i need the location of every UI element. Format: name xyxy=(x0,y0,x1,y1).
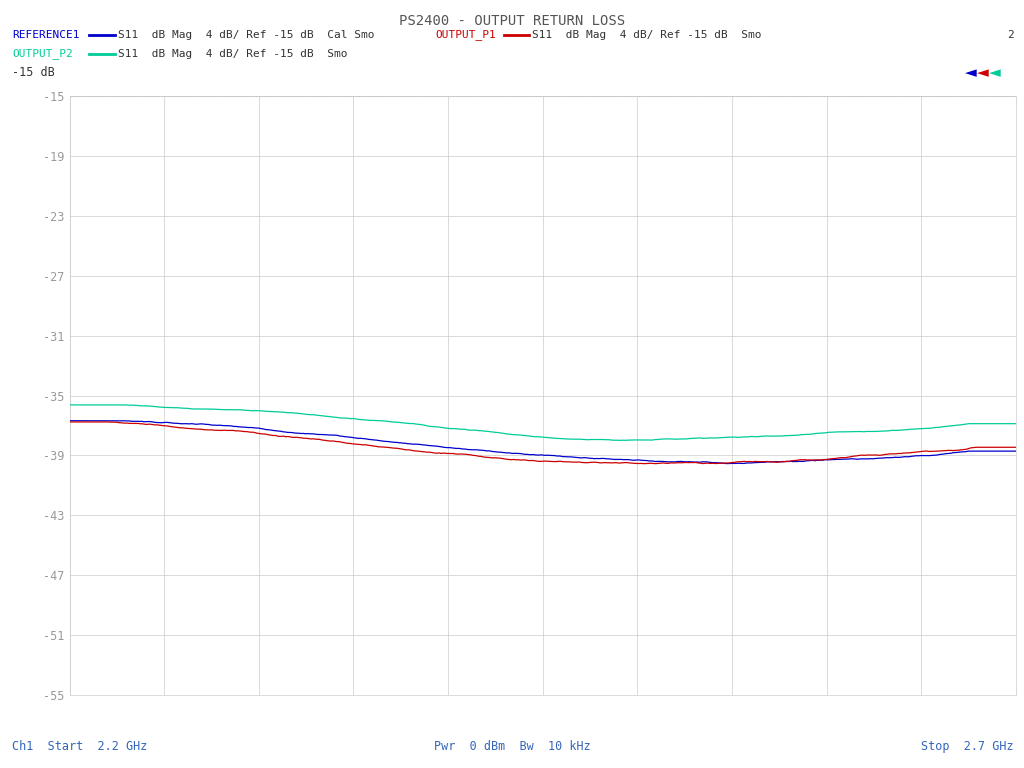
Text: REFERENCE1: REFERENCE1 xyxy=(12,29,80,40)
Text: S11  dB Mag  4 dB/ Ref -15 dB  Smo: S11 dB Mag 4 dB/ Ref -15 dB Smo xyxy=(532,29,762,40)
Text: S11  dB Mag  4 dB/ Ref -15 dB  Smo: S11 dB Mag 4 dB/ Ref -15 dB Smo xyxy=(118,48,347,59)
Text: PS2400 - OUTPUT RETURN LOSS: PS2400 - OUTPUT RETURN LOSS xyxy=(399,14,625,28)
Text: ◄: ◄ xyxy=(977,65,989,81)
Text: Ch1  Start  2.2 GHz: Ch1 Start 2.2 GHz xyxy=(12,740,147,753)
Text: Pwr  0 dBm  Bw  10 kHz: Pwr 0 dBm Bw 10 kHz xyxy=(433,740,591,753)
Text: S11  dB Mag  4 dB/ Ref -15 dB  Cal Smo: S11 dB Mag 4 dB/ Ref -15 dB Cal Smo xyxy=(118,29,374,40)
Text: ◄: ◄ xyxy=(965,65,977,81)
Text: OUTPUT_P2: OUTPUT_P2 xyxy=(12,48,73,59)
Text: Stop  2.7 GHz: Stop 2.7 GHz xyxy=(922,740,1014,753)
Text: -15 dB: -15 dB xyxy=(12,67,55,79)
Text: 2: 2 xyxy=(1007,29,1014,40)
Text: ◄: ◄ xyxy=(989,65,1001,81)
Text: OUTPUT_P1: OUTPUT_P1 xyxy=(435,29,496,40)
